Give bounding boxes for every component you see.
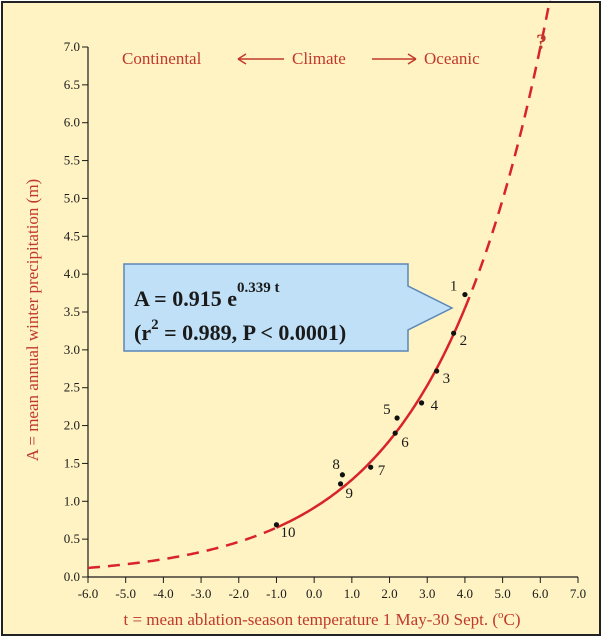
y-tick-label: 4.5 [64,228,80,243]
data-point-1 [462,291,468,298]
ticks: 0.0 0.5 1.0 1.5 2.0 2.5 3.0 3.5 4.0 4.5 5.0 5.5 6.0 6… [64,39,586,601]
climate-right-label: Oceanic [424,49,480,68]
data-point-8 [339,472,346,478]
x-tick-label: -3.0 [191,586,212,601]
equation-text: A = 0.915 e0.339 t [134,280,279,311]
data-point-7 [368,464,374,470]
y-tick-label: 6.0 [64,115,80,130]
x-tick-label: -5.0 [115,586,136,601]
y-tick-label: 1.0 [64,493,80,508]
data-point-label-1: 1 [450,279,458,295]
equation-callout: A = 0.915 e0.339 t (r2 = 0.989, P < 0.00… [123,263,454,352]
y-tick-label: 3.0 [64,342,80,357]
x-tick-label: -4.0 [153,586,174,601]
data-point-label-8: 8 [332,457,340,473]
y-tick-label: 6.5 [64,77,80,92]
stats-text: (r2 = 0.989, P < 0.0001) [134,317,346,345]
x-tick-label: 5.0 [494,586,510,601]
data-point-label-5: 5 [383,402,391,418]
data-point-5 [394,415,400,421]
data-point-label-4: 4 [431,398,439,414]
data-point-10 [273,522,280,528]
y-tick-label: 5.5 [64,153,80,168]
x-tick-label: 2.0 [381,586,397,601]
question-mark: ? [536,29,547,54]
climate-annotation: Continental Climate Oceanic [122,49,480,68]
x-tick-label: 6.0 [532,586,548,601]
climate-left-label: Continental [122,49,202,68]
fit-curve-dashed-left [87,526,277,570]
y-tick-label: 0.0 [64,569,80,584]
climate-mid-label: Climate [292,49,346,68]
data-point-4 [418,400,425,406]
y-tick-label: 5.0 [64,190,80,205]
y-tick-label: 4.0 [64,266,80,281]
y-tick-label: 7.0 [64,39,80,54]
fit-curve-solid [275,307,467,529]
y-axis-title: A = mean annual winter precipitation (m) [23,179,42,461]
data-point-label-6: 6 [401,435,409,451]
data-point-9 [337,481,344,487]
data-point-label-2: 2 [460,333,468,349]
x-tick-label: -6.0 [78,586,99,601]
y-tick-label: 2.0 [64,418,80,433]
x-tick-label: 1.0 [344,586,360,601]
x-tick-label: 4.0 [457,586,473,601]
x-tick-label: 0.0 [306,586,322,601]
fit-curve-dashed-right [463,0,552,309]
data-point-label-7: 7 [378,463,386,479]
y-tick-label: 3.5 [64,304,80,319]
data-point-label-3: 3 [443,371,451,387]
arrow-left-head [237,53,247,65]
data-point-label-9: 9 [346,486,354,502]
data-points: 1 2 34 5 67 89 10 [273,279,468,541]
callout-box [123,263,454,352]
x-tick-label: 3.0 [419,586,435,601]
y-tick-label: 0.5 [64,531,80,546]
data-point-3 [434,368,440,374]
y-tick-label: 2.5 [64,380,80,395]
x-axis-title: t = mean ablation-season temperature 1 M… [124,609,521,629]
y-tick-label: 1.5 [64,455,80,470]
arrow-right-head [407,53,417,65]
fit-curve [87,0,552,570]
x-tick-label: 7.0 [570,586,586,601]
data-point-6 [392,430,398,436]
x-tick-label: -1.0 [266,586,287,601]
x-tick-label: -2.0 [228,586,249,601]
data-point-2 [451,330,457,336]
data-point-label-10: 10 [280,525,295,541]
